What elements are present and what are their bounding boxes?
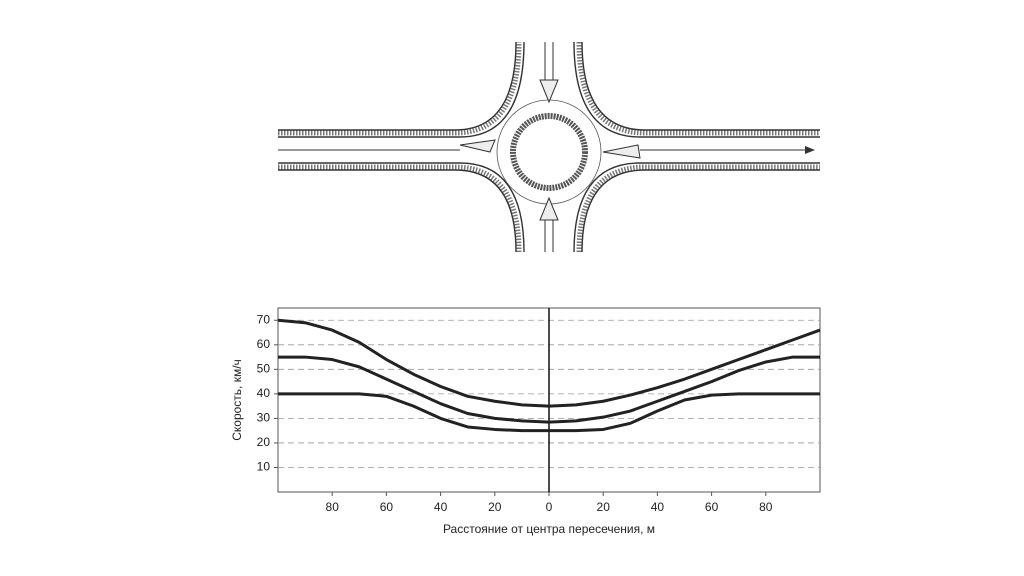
x-tick-label: 80 xyxy=(759,500,773,514)
central-island xyxy=(510,113,588,191)
line xyxy=(278,355,820,424)
x-tick-label: 40 xyxy=(434,500,448,514)
x-tick-label: 40 xyxy=(651,500,665,514)
x-tick-label: 20 xyxy=(488,500,502,514)
x-tick-label: 20 xyxy=(597,500,611,514)
arrow xyxy=(805,146,815,154)
road-edge xyxy=(581,41,820,131)
x-tick-label: 80 xyxy=(326,500,340,514)
y-tick-label: 40 xyxy=(257,386,271,400)
road-edge xyxy=(573,162,820,253)
line xyxy=(277,318,821,408)
x-tick-label: 0 xyxy=(546,500,553,514)
road-edge xyxy=(278,41,525,138)
x-tick-label: 60 xyxy=(380,500,394,514)
road-edge xyxy=(278,169,517,253)
verge xyxy=(278,41,522,136)
splitter-island xyxy=(539,79,559,221)
road-edge xyxy=(581,169,820,253)
y-tick-label: 20 xyxy=(257,435,271,449)
chart: Расстояние от центра пересечения, м Скор… xyxy=(230,307,821,536)
line xyxy=(278,392,820,433)
y-tick-label: 30 xyxy=(257,411,271,425)
y-axis-label: Скорость, км/ч xyxy=(230,359,244,441)
road-edge xyxy=(573,41,820,138)
x-axis-label: Расстояние от центра пересечения, м xyxy=(443,522,655,536)
road-edge xyxy=(278,41,517,131)
road-edge xyxy=(278,162,525,253)
y-tick-label: 60 xyxy=(257,337,271,351)
roundabout-diagram xyxy=(278,41,820,253)
lane-line xyxy=(544,42,554,252)
x-tick-label: 60 xyxy=(705,500,719,514)
verge xyxy=(576,164,820,253)
y-tick-label: 70 xyxy=(257,312,271,326)
y-tick-label: 10 xyxy=(257,460,271,474)
verge xyxy=(576,41,820,136)
splitter-island xyxy=(459,139,641,159)
y-tick-label: 50 xyxy=(257,362,271,376)
